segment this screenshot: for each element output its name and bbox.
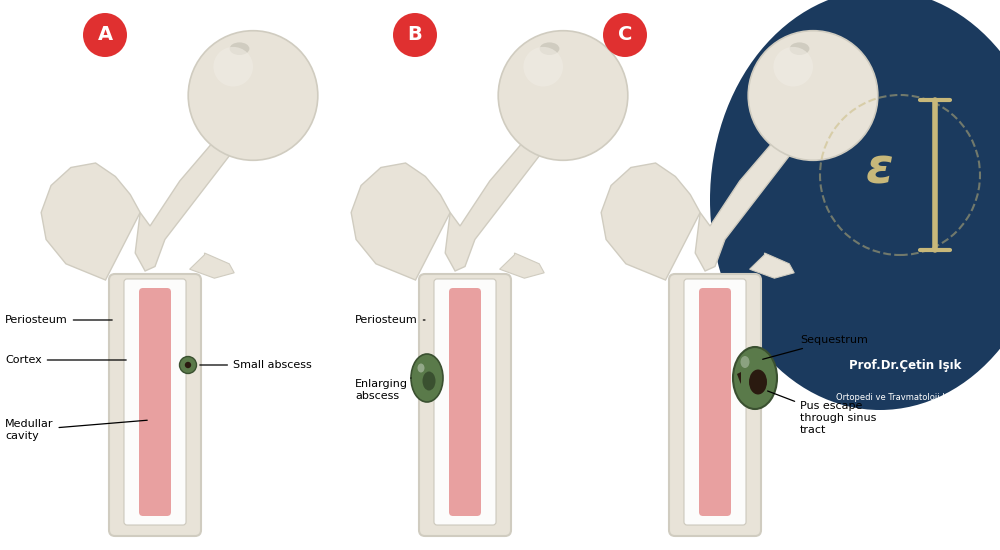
- FancyBboxPatch shape: [434, 279, 496, 525]
- Text: Cortex: Cortex: [5, 355, 126, 365]
- Polygon shape: [750, 253, 794, 278]
- Text: Sequestrum: Sequestrum: [763, 335, 868, 359]
- Text: Small abscess: Small abscess: [200, 360, 312, 370]
- Ellipse shape: [411, 354, 443, 402]
- Text: Medullar
cavity: Medullar cavity: [5, 419, 147, 441]
- FancyBboxPatch shape: [109, 274, 201, 536]
- Ellipse shape: [418, 364, 425, 372]
- Ellipse shape: [540, 42, 559, 55]
- Polygon shape: [737, 372, 741, 384]
- Polygon shape: [351, 163, 450, 280]
- Text: B: B: [408, 25, 422, 45]
- FancyBboxPatch shape: [419, 274, 511, 536]
- Circle shape: [498, 31, 628, 160]
- Ellipse shape: [710, 0, 1000, 410]
- Ellipse shape: [422, 371, 436, 390]
- Text: Ortopedi ve Travmatoloji Uzmanı: Ortopedi ve Travmatoloji Uzmanı: [836, 393, 974, 403]
- Ellipse shape: [230, 42, 249, 55]
- Polygon shape: [445, 118, 554, 271]
- Text: C: C: [618, 25, 632, 45]
- Circle shape: [523, 47, 563, 86]
- Ellipse shape: [749, 370, 767, 394]
- Polygon shape: [695, 118, 804, 271]
- Polygon shape: [41, 163, 140, 280]
- Circle shape: [180, 356, 196, 373]
- Polygon shape: [190, 253, 234, 278]
- Polygon shape: [601, 163, 700, 280]
- Text: A: A: [97, 25, 113, 45]
- Circle shape: [213, 47, 253, 86]
- Text: Pus escape
through sinus
tract: Pus escape through sinus tract: [768, 391, 876, 434]
- Circle shape: [748, 31, 878, 160]
- FancyBboxPatch shape: [124, 279, 186, 525]
- Circle shape: [773, 47, 813, 86]
- FancyBboxPatch shape: [449, 288, 481, 516]
- Ellipse shape: [733, 347, 777, 409]
- Polygon shape: [500, 253, 544, 278]
- FancyBboxPatch shape: [684, 279, 746, 525]
- Circle shape: [188, 31, 318, 160]
- Circle shape: [185, 362, 191, 368]
- Ellipse shape: [741, 356, 750, 368]
- Circle shape: [393, 13, 437, 57]
- Text: Enlarging
abscess: Enlarging abscess: [355, 378, 411, 401]
- Polygon shape: [135, 118, 244, 271]
- FancyBboxPatch shape: [139, 288, 171, 516]
- Ellipse shape: [790, 42, 809, 55]
- Text: ε: ε: [866, 146, 894, 194]
- FancyBboxPatch shape: [669, 274, 761, 536]
- Text: Prof.Dr.Çetin Işık: Prof.Dr.Çetin Işık: [849, 359, 961, 371]
- Circle shape: [603, 13, 647, 57]
- Text: Periosteum: Periosteum: [355, 315, 425, 325]
- FancyBboxPatch shape: [699, 288, 731, 516]
- Text: Periosteum: Periosteum: [5, 315, 112, 325]
- Circle shape: [83, 13, 127, 57]
